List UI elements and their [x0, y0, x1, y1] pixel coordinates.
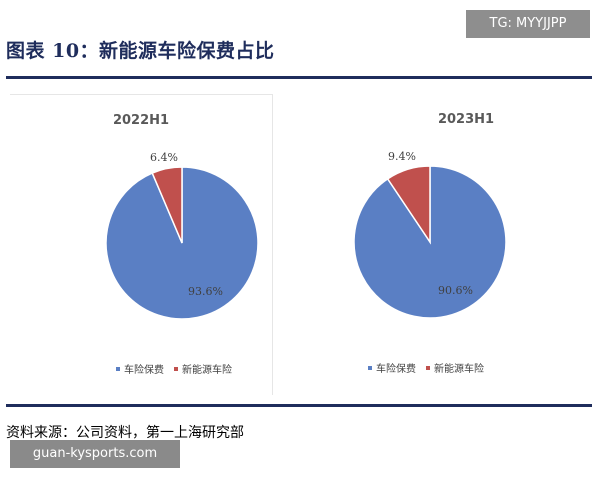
legend-item-new-energy: 新能源车险	[426, 360, 484, 375]
legend-swatch-blue	[116, 366, 120, 371]
pie-slice-new-energy	[151, 166, 183, 244]
source-note: 资料来源：公司资料，第一上海研究部	[6, 425, 244, 441]
legend-item-new-energy: 新能源车险	[174, 361, 232, 376]
pie-slice-new-energy	[386, 165, 431, 245]
legend-swatch-red	[426, 365, 430, 370]
legend-item-auto: 车险保费	[368, 360, 416, 375]
watermark-top: TG: MYYJJPP	[466, 10, 590, 38]
pie-chart-2023h1	[353, 165, 507, 319]
top-rule	[6, 76, 592, 79]
chart-title-2022h1: 2022H1	[112, 113, 170, 128]
legend-swatch-blue	[368, 365, 372, 370]
slice-label-auto-2023h1: 90.6%	[438, 284, 473, 297]
bottom-rule	[6, 404, 592, 407]
legend-label: 新能源车险	[434, 364, 484, 375]
legend-label: 新能源车险	[182, 365, 232, 376]
legend-label: 车险保费	[124, 365, 164, 376]
legend-2022h1: 车险保费 新能源车险	[116, 361, 242, 376]
slice-label-new-energy-2022h1: 6.4%	[150, 151, 178, 164]
chart-panel-2023h1: 2023H1 9.4% 90.6% 车险保费 新能源车险	[340, 94, 592, 394]
legend-swatch-red	[174, 366, 178, 371]
legend-item-auto: 车险保费	[116, 361, 164, 376]
legend-label: 车险保费	[376, 364, 416, 375]
watermark-bottom: guan-kysports.com	[10, 440, 180, 468]
figure-title: 图表 10：新能源车险保费占比	[6, 40, 275, 62]
slice-label-auto-2022h1: 93.6%	[188, 285, 223, 298]
legend-2023h1: 车险保费 新能源车险	[368, 360, 494, 375]
slice-label-new-energy-2023h1: 9.4%	[388, 150, 416, 163]
chart-title-2023h1: 2023H1	[437, 112, 495, 127]
chart-panel-2022h1: 2022H1 6.4% 93.6% 车险保费 新能源车险	[10, 94, 273, 395]
pie-chart-2022h1	[105, 166, 259, 320]
